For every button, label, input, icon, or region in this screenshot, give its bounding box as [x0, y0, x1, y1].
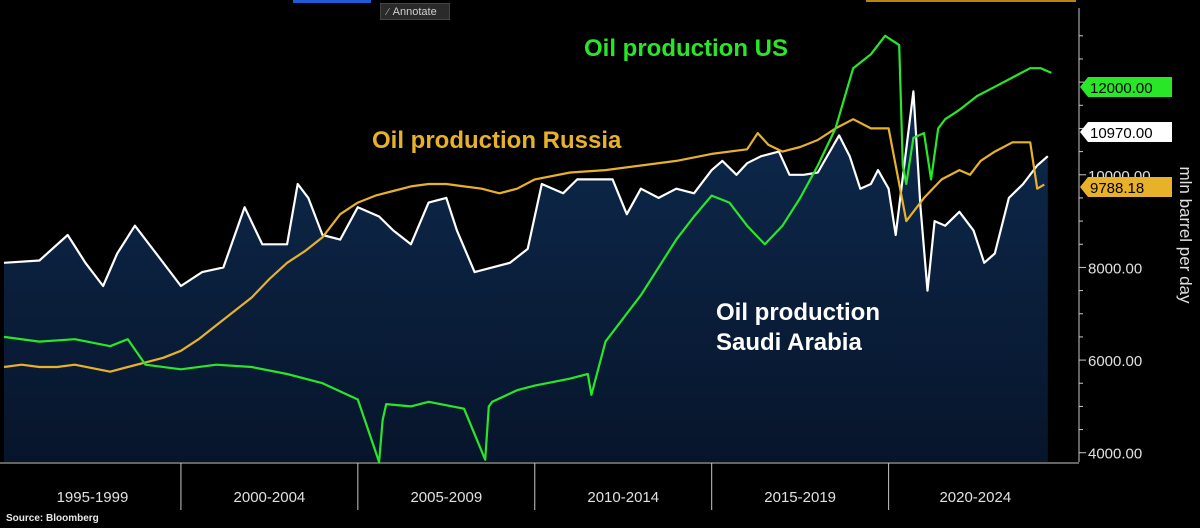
- y-tick-label: 6000.00: [1088, 353, 1142, 370]
- y-tick-label: 8000.00: [1088, 260, 1142, 277]
- period-label: 2010-2014: [587, 489, 659, 506]
- us-series-line: [3, 34, 1052, 464]
- y-axis-title: mln barrel per day: [1176, 166, 1195, 304]
- annotation-layer: Oil production US Oil production Russia Oi…: [372, 35, 880, 356]
- period-label: 2015-2019: [764, 489, 836, 506]
- period-label: 2000-2004: [234, 489, 306, 506]
- saudi-series-line: [3, 90, 1049, 292]
- us-value-label: 12000.00: [1090, 80, 1153, 97]
- us-annotation: Oil production US: [584, 35, 788, 62]
- period-label: 2005-2009: [410, 489, 482, 506]
- saudi-annotation: Oil production: [716, 299, 880, 326]
- saudi-value-label: 10970.00: [1090, 125, 1153, 142]
- active-tab-indicator[interactable]: [293, 0, 371, 3]
- annotate-label: Annotate: [392, 6, 437, 18]
- annotate-button[interactable]: ∕ Annotate: [380, 3, 450, 20]
- top-toolbar: ∕ Annotate: [0, 0, 1200, 24]
- y-tick-label: 4000.00: [1088, 446, 1142, 463]
- russia-series-line: [3, 118, 1045, 373]
- russia-annotation: Oil production Russia: [372, 127, 622, 154]
- us-value-box: [1080, 77, 1172, 97]
- saudi-value-box: [1080, 122, 1172, 142]
- pencil-icon: ∕: [387, 7, 389, 18]
- source-credit: Source: Bloomberg: [6, 513, 99, 524]
- secondary-tab-indicator[interactable]: [866, 0, 1076, 2]
- russia-value-box: [1080, 177, 1172, 197]
- russia-value-label: 9788.18: [1090, 180, 1144, 197]
- saudi-annotation: Saudi Arabia: [716, 329, 862, 356]
- period-label: 1995-1999: [57, 489, 129, 506]
- period-label: 2020-2024: [939, 489, 1011, 506]
- series-layer: [3, 34, 1052, 464]
